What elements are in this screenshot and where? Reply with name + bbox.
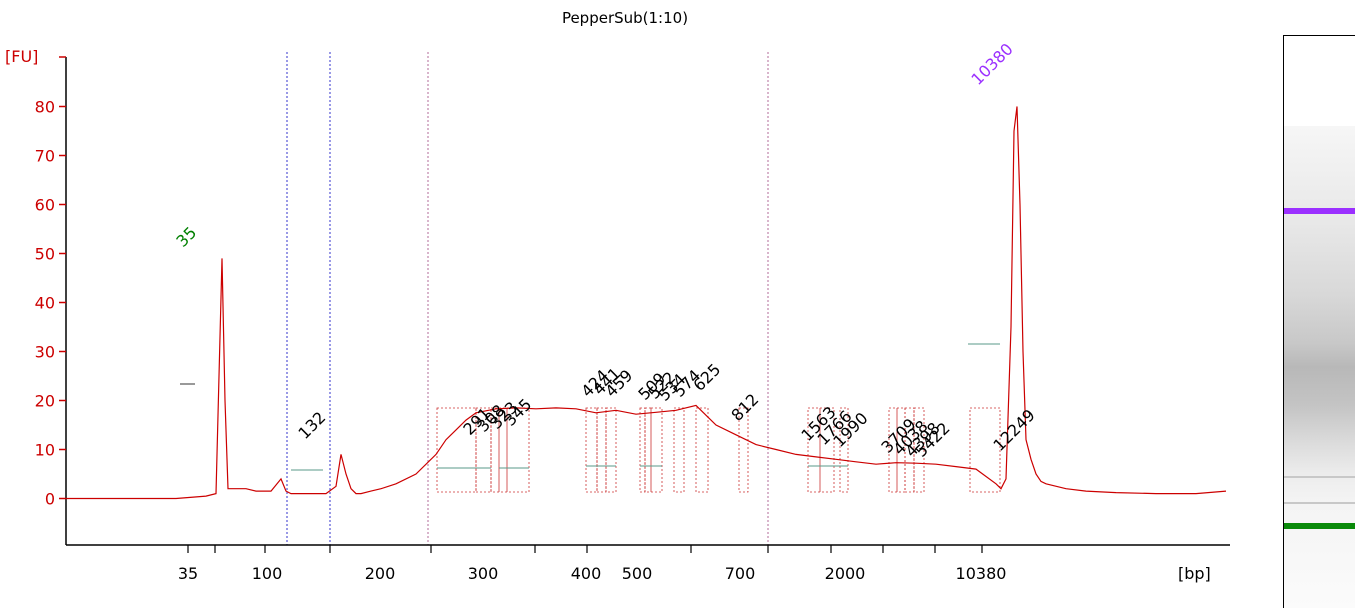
y-tick-label: 0 [45, 490, 55, 509]
x-axis-ticks: 35 100 200 300 400 500 700 2000 10380 [178, 545, 1007, 583]
trace-line [66, 106, 1227, 500]
peak-label: 12249 [989, 405, 1038, 454]
gel-faint-band [1284, 502, 1355, 504]
peak-regions [180, 343, 1001, 493]
peak-label: 625 [689, 360, 724, 395]
x-tick-label: 35 [178, 564, 198, 583]
x-tick-label: 700 [725, 564, 756, 583]
gel-upper-marker-band [1284, 208, 1355, 214]
peak-region-box [596, 407, 607, 493]
peak-region-box [738, 407, 749, 493]
x-tick-label: 300 [468, 564, 499, 583]
peak-region-box [585, 407, 598, 493]
peak-region-box [639, 407, 646, 493]
y-axis-ticks: 0 10 20 30 40 50 60 70 80 [35, 56, 66, 509]
peak-label: 812 [727, 390, 762, 425]
marker-peak-label: 10380 [967, 39, 1016, 88]
peak-region-box [644, 407, 652, 493]
x-axis-label: [bp] [1178, 564, 1211, 583]
gel-lane [1284, 126, 1355, 608]
trace-series [66, 106, 1227, 500]
x-tick-label: 400 [571, 564, 602, 583]
marker-peak-label: 35 [172, 223, 200, 251]
peak-region-box [695, 407, 709, 493]
y-tick-label: 70 [35, 147, 55, 166]
chart-title: PepperSub(1:10) [562, 9, 688, 27]
y-tick-label: 40 [35, 294, 55, 313]
peak-region-box [969, 407, 1001, 493]
y-tick-label: 50 [35, 245, 55, 264]
axes [65, 57, 1230, 546]
peak-region-box [605, 407, 617, 493]
peak-region-box [673, 407, 685, 493]
gel-lower-marker-band [1284, 523, 1355, 529]
y-tick-label: 30 [35, 343, 55, 362]
x-tick-label: 200 [365, 564, 396, 583]
x-tick-label: 10380 [956, 564, 1007, 583]
peak-region-box [913, 407, 925, 493]
gel-image [1283, 35, 1355, 608]
peak-labels: 132 2913083233454244414595095225345746258… [172, 39, 1038, 460]
peak-region-box [506, 407, 530, 493]
x-tick-label: 2000 [825, 564, 866, 583]
peak-label: 132 [294, 408, 329, 443]
y-tick-label: 80 [35, 98, 55, 117]
electropherogram-chart: PepperSub(1:10) [FU] [bp] 0 10 20 30 40 50 60 7… [5, 9, 1230, 583]
y-tick-label: 10 [35, 441, 55, 460]
gel-faint-band [1284, 476, 1355, 478]
y-axis-label: [FU] [5, 47, 38, 66]
x-tick-label: 100 [252, 564, 283, 583]
peak-region-box [819, 407, 835, 493]
peak-region-box [904, 407, 915, 493]
y-tick-label: 20 [35, 392, 55, 411]
y-tick-label: 60 [35, 196, 55, 215]
peak-region-box [650, 407, 663, 493]
x-tick-label: 500 [622, 564, 653, 583]
peak-region-box [839, 407, 849, 493]
